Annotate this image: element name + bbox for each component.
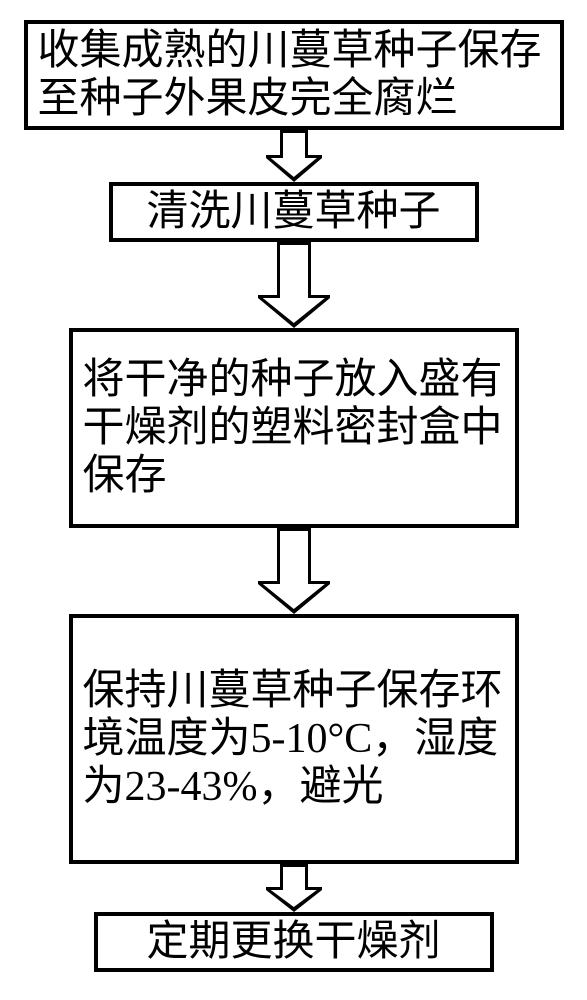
flow-arrow [258,528,330,614]
flow-step-text: 定期更换干燥剂 [146,918,440,966]
flow-step-wash-seeds: 清洗川蔓草种子 [109,182,479,242]
flow-step-text: 收集成熟的川蔓草种子保存至种子外果皮完全腐烂 [38,27,550,124]
flow-arrow [266,130,322,182]
arrow-shaft [280,133,308,155]
flow-step-storage-conditions: 保持川蔓草种子保存环境温度为5-10°C，湿度为23-43%，避光 [69,614,519,864]
arrow-shaft [277,245,311,295]
flowchart-container: 收集成熟的川蔓草种子保存至种子外果皮完全腐烂 清洗川蔓草种子 将干净的种子放入盛… [0,0,587,972]
arrow-shaft [277,531,311,581]
flow-step-text: 保持川蔓草种子保存环境温度为5-10°C，湿度为23-43%，避光 [83,667,505,812]
flow-arrow [258,242,330,328]
flow-arrow [266,864,322,912]
flow-step-replace-desiccant: 定期更换干燥剂 [94,912,494,972]
arrow-shaft [280,867,308,887]
flow-step-text: 将干净的种子放入盛有干燥剂的塑料密封盒中保存 [83,356,505,501]
flow-step-store-in-box: 将干净的种子放入盛有干燥剂的塑料密封盒中保存 [69,328,519,528]
flow-step-text: 清洗川蔓草种子 [146,188,440,236]
flow-step-collect-seeds: 收集成熟的川蔓草种子保存至种子外果皮完全腐烂 [24,20,564,130]
